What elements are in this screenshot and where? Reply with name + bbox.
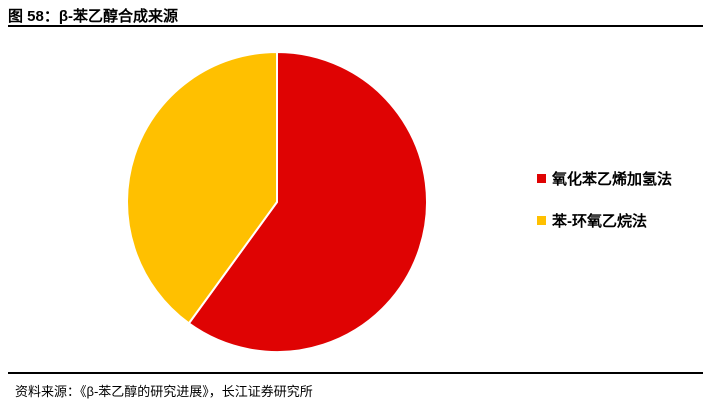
- legend-swatch-icon: [537, 215, 546, 225]
- legend-item-benzene-ethylene-oxide: 苯-环氧乙烷法: [537, 209, 672, 231]
- header-rule: [8, 25, 703, 27]
- legend-item-styrene-oxide-hydrogenation: 氧化苯乙烯加氢法: [537, 167, 672, 189]
- chart-legend: 氧化苯乙烯加氢法 苯-环氧乙烷法: [537, 167, 672, 231]
- pie-slice-benzene-ethylene-oxide: [126, 51, 278, 325]
- figure-title: 图 58：β-苯乙醇合成来源: [8, 8, 179, 25]
- footer-rule: [8, 372, 703, 374]
- pie-chart: [126, 51, 428, 353]
- source-note: 资料来源：《β-苯乙醇的研究进展》，长江证券研究所: [15, 384, 313, 399]
- pie-slice-styrene-oxide-hydrogenation: [187, 51, 428, 353]
- legend-swatch-icon: [537, 173, 546, 183]
- legend-label: 氧化苯乙烯加氢法: [552, 170, 673, 188]
- legend-label: 苯-环氧乙烷法: [552, 212, 647, 230]
